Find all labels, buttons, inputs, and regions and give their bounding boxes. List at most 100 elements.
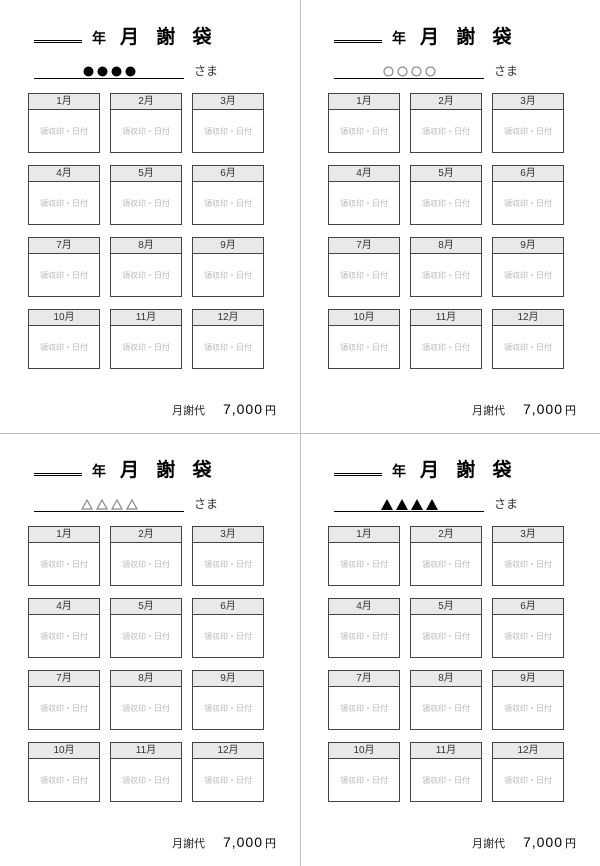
name-marker-icons (81, 499, 138, 510)
month-label: 6月 (493, 599, 563, 615)
month-cell: 8月領収印・日付 (110, 237, 182, 297)
month-cell: 1月領収印・日付 (328, 526, 400, 586)
month-label: 3月 (493, 527, 563, 543)
stamp-placeholder: 領収印・日付 (411, 110, 481, 152)
stamp-placeholder: 領収印・日付 (493, 254, 563, 296)
stamp-placeholder: 領収印・日付 (111, 326, 181, 368)
month-cell: 1月領収印・日付 (28, 526, 100, 586)
month-grid: 1月領収印・日付2月領収印・日付3月領収印・日付4月領収印・日付5月領収印・日付… (28, 526, 280, 802)
month-label: 9月 (493, 238, 563, 254)
year-label: 年 (92, 461, 106, 481)
month-label: 5月 (111, 166, 181, 182)
year-blank-line (34, 29, 82, 43)
stamp-placeholder: 領収印・日付 (111, 254, 181, 296)
title-main: 月 謝 袋 (420, 22, 518, 49)
month-cell: 12月領収印・日付 (492, 742, 564, 802)
fee-label: 月謝代 (172, 402, 205, 418)
month-cell: 4月領収印・日付 (28, 598, 100, 658)
month-grid: 1月領収印・日付2月領収印・日付3月領収印・日付4月領収印・日付5月領収印・日付… (328, 526, 580, 802)
month-label: 7月 (29, 671, 99, 687)
stamp-placeholder: 領収印・日付 (29, 615, 99, 657)
month-label: 9月 (193, 238, 263, 254)
fee-amount: 7,000 (523, 401, 563, 417)
fee-row: 月謝代7,000円 (328, 401, 580, 419)
month-cell: 7月領収印・日付 (28, 237, 100, 297)
month-cell: 1月領収印・日付 (28, 93, 100, 153)
panel-top-left: 年月 謝 袋さま1月領収印・日付2月領収印・日付3月領収印・日付4月領収印・日付… (0, 0, 300, 433)
month-cell: 3月領収印・日付 (192, 93, 264, 153)
stamp-placeholder: 領収印・日付 (193, 182, 263, 224)
month-cell: 9月領収印・日付 (492, 237, 564, 297)
fee-yen: 円 (265, 405, 276, 417)
stamp-placeholder: 領収印・日付 (493, 182, 563, 224)
title-main: 月 謝 袋 (420, 455, 518, 482)
month-cell: 2月領収印・日付 (410, 526, 482, 586)
fee-amount-wrap: 7,000円 (523, 401, 576, 419)
month-cell: 7月領収印・日付 (28, 670, 100, 730)
stamp-placeholder: 領収印・日付 (29, 543, 99, 585)
month-label: 2月 (411, 94, 481, 110)
stamp-placeholder: 領収印・日付 (329, 543, 399, 585)
month-cell: 2月領収印・日付 (110, 93, 182, 153)
month-label: 7月 (329, 671, 399, 687)
month-cell: 8月領収印・日付 (410, 670, 482, 730)
fee-amount-wrap: 7,000円 (223, 834, 276, 852)
name-line (334, 61, 484, 79)
stamp-placeholder: 領収印・日付 (493, 110, 563, 152)
month-label: 8月 (411, 671, 481, 687)
stamp-placeholder: 領収印・日付 (29, 326, 99, 368)
name-suffix: さま (494, 495, 518, 512)
month-cell: 3月領収印・日付 (492, 93, 564, 153)
title-main: 月 謝 袋 (120, 455, 218, 482)
fee-row: 月謝代7,000円 (28, 401, 280, 419)
month-cell: 4月領収印・日付 (328, 165, 400, 225)
stamp-placeholder: 領収印・日付 (411, 182, 481, 224)
stamp-placeholder: 領収印・日付 (329, 254, 399, 296)
fee-yen: 円 (265, 838, 276, 850)
stamp-placeholder: 領収印・日付 (411, 687, 481, 729)
month-label: 12月 (193, 310, 263, 326)
month-cell: 7月領収印・日付 (328, 670, 400, 730)
month-cell: 2月領収印・日付 (110, 526, 182, 586)
month-cell: 9月領収印・日付 (192, 237, 264, 297)
month-cell: 6月領収印・日付 (492, 165, 564, 225)
month-label: 6月 (493, 166, 563, 182)
stamp-placeholder: 領収印・日付 (411, 615, 481, 657)
month-label: 6月 (193, 599, 263, 615)
fee-row: 月謝代7,000円 (328, 834, 580, 852)
month-label: 3月 (493, 94, 563, 110)
month-label: 5月 (411, 166, 481, 182)
month-cell: 4月領収印・日付 (28, 165, 100, 225)
stamp-placeholder: 領収印・日付 (111, 759, 181, 801)
name-marker-icons (83, 66, 136, 77)
month-cell: 11月領収印・日付 (410, 309, 482, 369)
stamp-placeholder: 領収印・日付 (493, 543, 563, 585)
stamp-placeholder: 領収印・日付 (111, 543, 181, 585)
month-cell: 9月領収印・日付 (192, 670, 264, 730)
stamp-placeholder: 領収印・日付 (493, 759, 563, 801)
name-row: さま (28, 61, 280, 79)
fee-label: 月謝代 (472, 835, 505, 851)
month-label: 4月 (329, 166, 399, 182)
month-label: 2月 (111, 94, 181, 110)
stamp-placeholder: 領収印・日付 (193, 687, 263, 729)
month-cell: 2月領収印・日付 (410, 93, 482, 153)
month-cell: 6月領収印・日付 (192, 165, 264, 225)
month-cell: 12月領収印・日付 (192, 309, 264, 369)
title-row: 年月 謝 袋 (28, 22, 280, 49)
month-label: 9月 (493, 671, 563, 687)
name-suffix: さま (194, 495, 218, 512)
month-label: 3月 (193, 527, 263, 543)
stamp-placeholder: 領収印・日付 (193, 759, 263, 801)
stamp-placeholder: 領収印・日付 (111, 687, 181, 729)
stamp-placeholder: 領収印・日付 (193, 326, 263, 368)
month-label: 12月 (193, 743, 263, 759)
month-label: 1月 (29, 527, 99, 543)
month-label: 12月 (493, 310, 563, 326)
stamp-placeholder: 領収印・日付 (329, 687, 399, 729)
stamp-placeholder: 領収印・日付 (411, 759, 481, 801)
stamp-placeholder: 領収印・日付 (193, 254, 263, 296)
month-label: 4月 (29, 599, 99, 615)
name-row: さま (328, 61, 580, 79)
month-label: 2月 (111, 527, 181, 543)
